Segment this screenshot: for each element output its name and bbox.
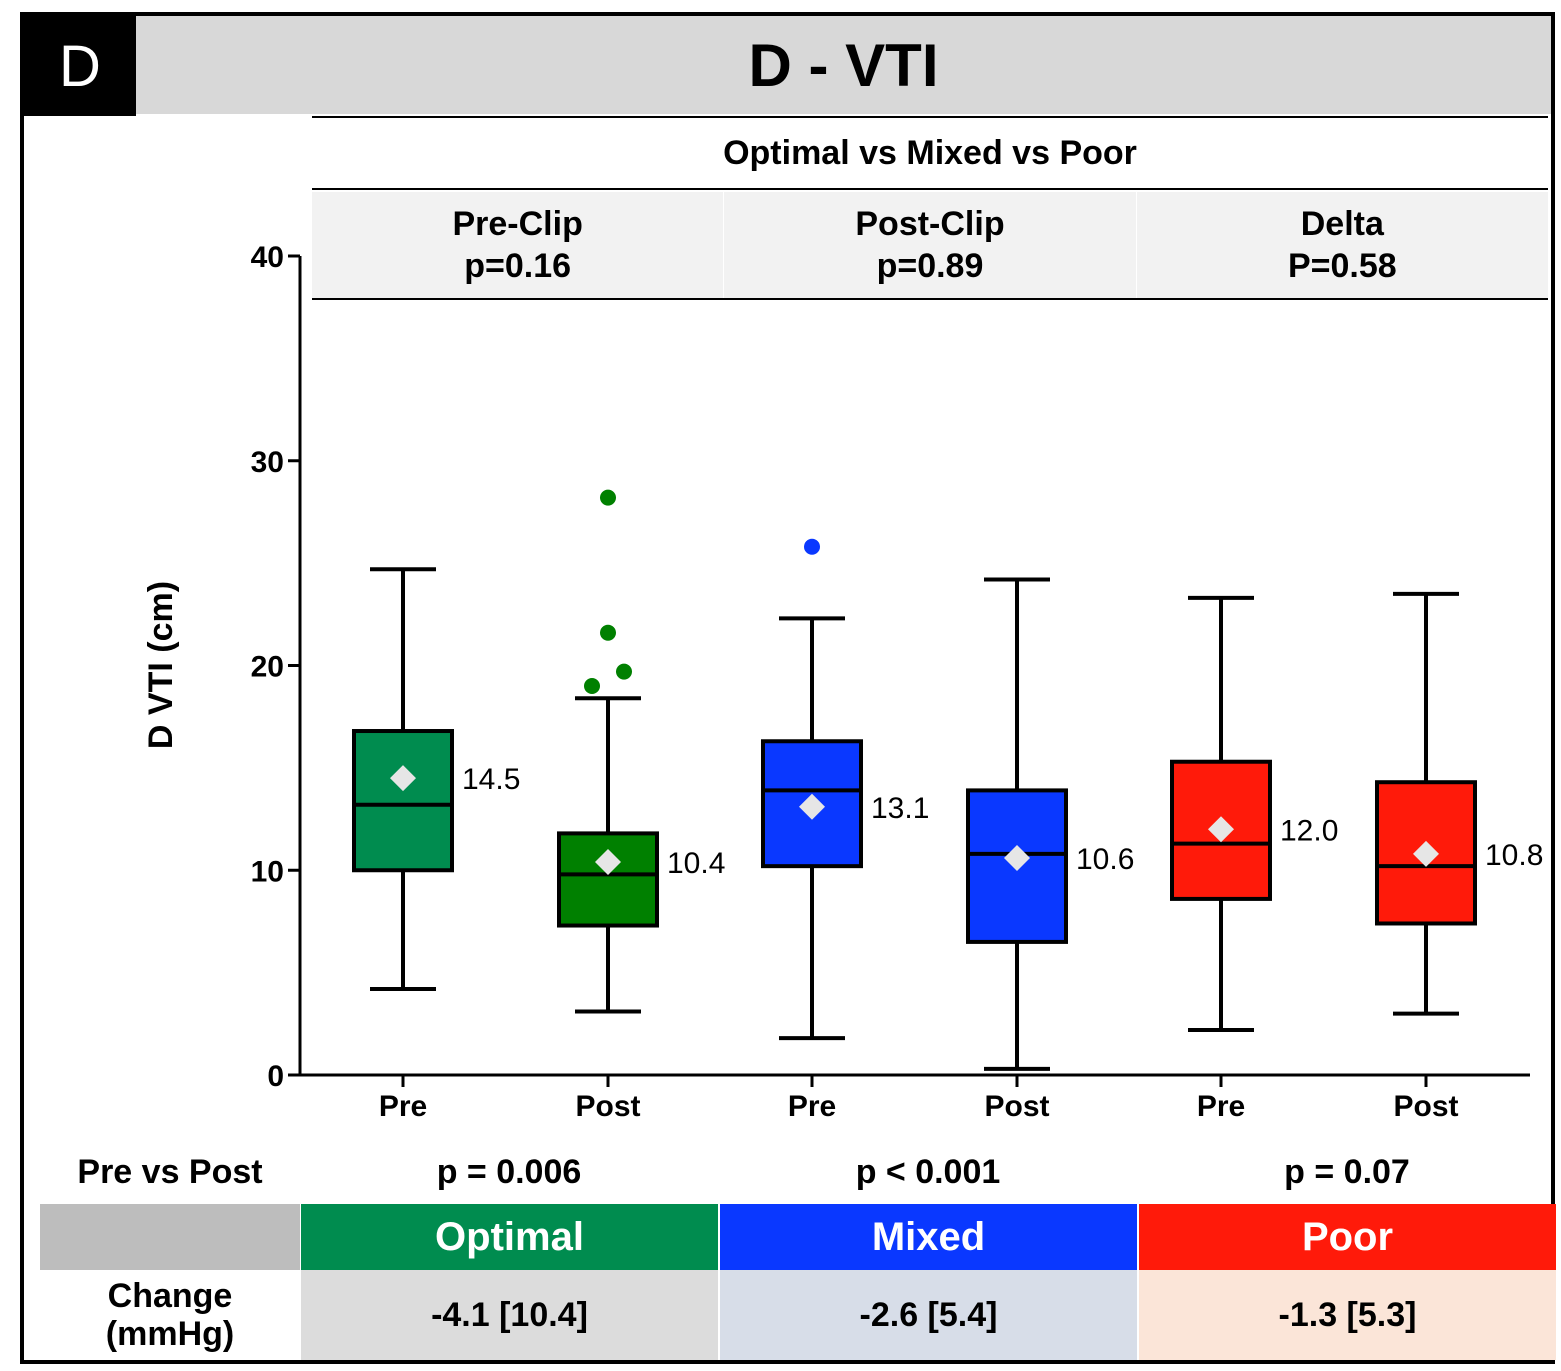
group-header-row: Pre-Clip p=0.16 Post-Clip p=0.89 Delta P… — [312, 192, 1548, 300]
group-p-value: P=0.58 — [1287, 247, 1397, 285]
x-tick-label: Post — [575, 1090, 640, 1123]
row-label-line1: Change — [107, 1277, 233, 1315]
iqr-box — [557, 831, 659, 928]
x-tick-label: Post — [984, 1090, 1049, 1123]
box-poor-post: 10.8 — [1375, 591, 1543, 1016]
group-p-value: p=0.16 — [464, 247, 572, 285]
mean-marker — [595, 849, 621, 876]
group-p-value: p=0.89 — [876, 247, 984, 285]
chart-subtitle: Optimal vs Mixed vs Poor — [312, 116, 1548, 190]
table-header-blank — [40, 1204, 300, 1270]
mean-label: 10.8 — [1485, 839, 1543, 872]
mean-marker — [1208, 816, 1234, 843]
mean-label: 10.4 — [667, 847, 725, 880]
y-tick-label: 0 — [267, 1060, 284, 1093]
x-tick-label: Pre — [788, 1090, 836, 1123]
mean-marker — [390, 765, 416, 792]
iqr-box — [1170, 759, 1272, 901]
group-name: Post-Clip — [855, 205, 1005, 243]
mean-label: 10.6 — [1076, 843, 1134, 876]
y-tick-label: 10 — [251, 855, 284, 888]
chart-title: D - VTI — [136, 16, 1551, 114]
table-header-poor: Poor — [1139, 1204, 1556, 1270]
mean-label: 12.0 — [1280, 814, 1338, 847]
y-tick-label: 40 — [251, 241, 284, 274]
pre-vs-post-label: Pre vs Post — [77, 1152, 263, 1191]
table-cell-optimal: -4.1 [10.4] — [301, 1270, 718, 1360]
mean-marker — [1413, 840, 1439, 867]
table-header-mixed: Mixed — [720, 1204, 1137, 1270]
group-name: Delta — [1300, 205, 1384, 243]
y-tick-label: 20 — [251, 651, 284, 684]
table-header-optimal: Optimal — [301, 1204, 718, 1270]
row-label-line2: (mmHg) — [105, 1315, 235, 1353]
table-cell-mixed: -2.6 [5.4] — [720, 1270, 1137, 1360]
group-header-delta: Delta P=0.58 — [1135, 192, 1548, 298]
group-header-post-clip: Post-Clip p=0.89 — [723, 192, 1136, 298]
x-tick-label: Pre — [379, 1090, 427, 1123]
box-poor-pre: 12.0 — [1170, 595, 1338, 1032]
y-axis-label: D VTI (cm) — [142, 581, 180, 749]
outlier-point — [584, 677, 600, 694]
mean-label: 13.1 — [871, 792, 929, 825]
group-name: Pre-Clip — [452, 205, 583, 243]
mean-marker — [1004, 844, 1030, 871]
box-optimal-post: 10.4 — [557, 489, 725, 1014]
plot-axes: 0 10 20 30 40 Pre Post Pre Post Pre Post — [251, 241, 1530, 1123]
mean-marker — [799, 793, 825, 820]
x-tick-label: Post — [1393, 1090, 1458, 1123]
box-mixed-post: 10.6 — [966, 577, 1134, 1071]
outlier-point — [600, 489, 616, 506]
pre-vs-post-poor: p = 0.07 — [1284, 1152, 1410, 1191]
table-row-label: Change (mmHg) — [40, 1270, 300, 1360]
panel-letter: D — [24, 16, 136, 116]
plot-boxes: 14.5 10.4 13.1 10.6 12.0 10.8 — [352, 489, 1543, 1071]
x-tick-label: Pre — [1197, 1090, 1245, 1123]
outlier-point — [600, 624, 616, 641]
pre-vs-post-mixed: p < 0.001 — [855, 1152, 1001, 1191]
box-optimal-pre: 14.5 — [352, 567, 520, 992]
pre-vs-post-optimal: p = 0.006 — [436, 1152, 582, 1191]
box-mixed-pre: 13.1 — [761, 538, 929, 1041]
y-tick-label: 30 — [251, 446, 284, 479]
outlier-point — [616, 663, 632, 680]
outlier-point — [804, 538, 820, 555]
table-cell-poor: -1.3 [5.3] — [1139, 1270, 1556, 1360]
mean-label: 14.5 — [462, 763, 520, 796]
iqr-box — [352, 729, 454, 873]
group-header-pre-clip: Pre-Clip p=0.16 — [312, 192, 724, 298]
